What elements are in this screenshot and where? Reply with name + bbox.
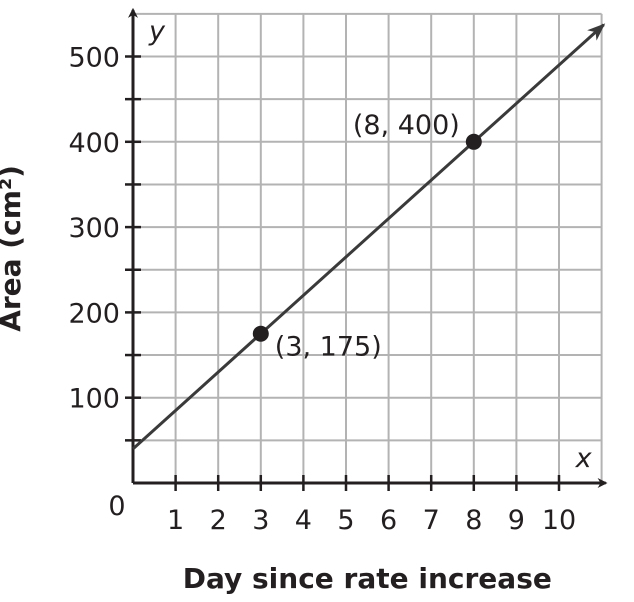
- x-tick-label: 10: [542, 505, 576, 536]
- x-tick-label: 4: [295, 505, 312, 536]
- series-line: [131, 23, 606, 450]
- x-tick-label: 2: [210, 505, 227, 536]
- data-point: [252, 325, 269, 342]
- x-tick-label: 3: [252, 505, 269, 536]
- y-axis-letter: y: [148, 16, 166, 47]
- y-axis-title: Area (cm²): [0, 165, 27, 332]
- point-label: (8, 400): [353, 110, 460, 141]
- y-tick-label: 100: [68, 384, 120, 415]
- y-tick-label: 500: [68, 43, 120, 74]
- x-tick-label: 7: [423, 505, 440, 536]
- x-tick-label: 8: [465, 505, 482, 536]
- x-tick-label: 9: [508, 505, 525, 536]
- point-label: (3, 175): [275, 332, 382, 363]
- y-tick-label: 200: [68, 298, 120, 329]
- y-tick-label: 400: [68, 128, 120, 159]
- origin-label: 0: [108, 491, 125, 522]
- x-axis-letter: x: [575, 443, 593, 474]
- x-tick-label: 6: [380, 505, 397, 536]
- data-point: [465, 133, 482, 150]
- y-tick-label: 300: [68, 213, 120, 244]
- x-tick-label: 1: [167, 505, 184, 536]
- x-tick-label: 5: [337, 505, 354, 536]
- x-axis-title: Day since rate increase: [183, 562, 552, 595]
